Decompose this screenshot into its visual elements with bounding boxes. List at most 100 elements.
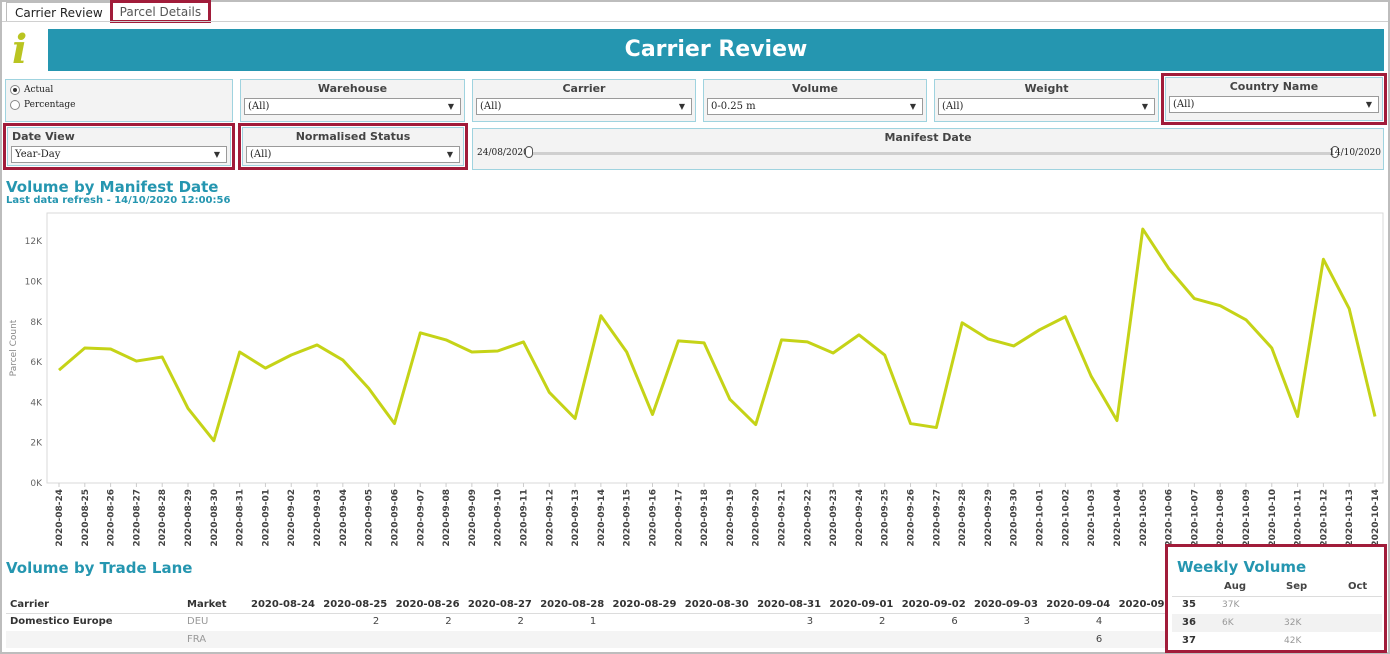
carrier-dropdown[interactable]: (All) ▼ [476,98,692,115]
radio-actual-icon[interactable] [10,85,20,95]
x-tick-label: 2020-09-19 [726,489,736,547]
x-tick-label: 2020-10-02 [1061,489,1071,547]
x-tick-label: 2020-10-03 [1087,489,1097,547]
table-column-header: 2020-09-05 [1118,599,1166,610]
y-tick-label: 0K [30,479,43,489]
warehouse-filter-label: Warehouse [317,82,388,95]
x-tick-label: 2020-08-26 [107,489,117,547]
y-tick-label: 4K [30,398,43,408]
y-tick-label: 8K [30,318,43,328]
x-tick-label: 2020-08-28 [158,489,168,547]
x-tick-label: 2020-10-11 [1294,489,1304,547]
warehouse-dropdown-value: (All) [248,101,270,112]
country-name-filter: Country Name (All) ▼ [1161,73,1387,125]
y-axis-label: Parcel Count [9,319,19,376]
tab-carrier-review[interactable]: Carrier Review [6,2,112,21]
x-tick-label: 2020-09-13 [571,489,581,547]
x-tick-label: 2020-09-30 [1010,489,1020,547]
manifest-date-start-handle[interactable] [525,146,533,158]
series-line [58,227,1377,443]
weekly-row: 35 37K [1172,596,1382,614]
tab-divider [2,21,1388,22]
date-view-filter-label: Date View [12,130,75,143]
chart-subtitle: Last data refresh - 14/10/2020 12:00:56 [6,195,231,206]
chevron-down-icon[interactable]: ▼ [909,102,916,111]
chevron-down-icon[interactable]: ▼ [1141,102,1148,111]
country-name-dropdown[interactable]: (All) ▼ [1169,96,1379,113]
chevron-down-icon[interactable]: ▼ [447,102,454,111]
radio-percentage[interactable]: Percentage [10,98,232,112]
weekly-value: 42K [1284,636,1302,646]
weight-dropdown[interactable]: (All) ▼ [938,98,1155,115]
x-tick-label: 2020-09-03 [313,489,323,547]
volume-filter: Volume 0-0.25 m ▼ [703,79,927,122]
normalised-status-dropdown[interactable]: (All) ▼ [246,146,460,163]
info-icon[interactable]: i [12,26,28,73]
country-name-filter-label: Country Name [1229,80,1319,93]
chevron-down-icon[interactable]: ▼ [1365,100,1372,109]
x-tick-label: 2020-09-02 [287,489,297,547]
x-tick-label: 2020-08-30 [210,489,220,547]
x-tick-label: 2020-10-06 [1165,489,1175,547]
x-tick-label: 2020-09-18 [700,489,710,547]
x-tick-label: 2020-09-17 [674,489,684,547]
weekly-volume-title: Weekly Volume [1177,558,1307,576]
chevron-down-icon[interactable]: ▼ [213,150,220,159]
table-column-header: Carrier [10,599,50,610]
x-tick-label: 2020-09-26 [907,489,917,547]
date-view-dropdown-value: Year-Day [15,149,61,160]
x-tick-label: 2020-10-08 [1216,489,1226,547]
x-tick-label: 2020-09-14 [597,489,607,547]
x-tick-label: 2020-10-13 [1345,489,1355,547]
normalised-status-filter-label: Normalised Status [295,130,411,143]
x-tick-label: 2020-09-10 [494,489,504,547]
table-column-header: 2020-08-24 [251,599,315,610]
table-cell-value: 3 [806,616,814,627]
table-cell-value: 2 [879,616,886,627]
weekly-week-number: 36 [1182,617,1196,628]
chevron-down-icon[interactable]: ▼ [678,102,685,111]
carrier-filter-label: Carrier [562,82,606,95]
page-title: Carrier Review [48,29,1384,71]
carrier-filter: Carrier (All) ▼ [472,79,696,122]
table-column-header: 2020-08-27 [467,599,532,610]
volume-line-chart[interactable]: 0K 2K 4K 6K 8K 10K 12K Parcel Count 2020-08-24 20… [0,205,1390,550]
table-cell-market: DEU [187,616,209,627]
x-tick-label: 2020-09-16 [648,489,658,547]
x-tick-label: 2020-10-07 [1190,489,1200,547]
date-view-dropdown[interactable]: Year-Day ▼ [11,146,227,163]
y-tick-label: 12K [25,237,43,247]
x-tick-label: 2020-10-04 [1113,489,1123,547]
table-cell-value: 4 [1095,616,1103,627]
x-tick-label: 2020-08-24 [55,489,65,547]
weekly-volume-panel: Weekly Volume Aug Sep Oct 35 37K 36 6K 32K 37 42K [1165,544,1387,653]
chart-title: Volume by Manifest Date [6,178,219,196]
table-cell-carrier: Domestico Europe [10,616,113,627]
chevron-down-icon[interactable]: ▼ [446,150,453,159]
x-tick-label: 2020-09-21 [778,489,788,547]
normalised-status-filter: Normalised Status (All) ▼ [238,123,468,170]
manifest-date-end-handle[interactable] [1331,146,1339,158]
table-cell-value: 6 [1095,634,1103,645]
weight-filter-label: Weight [1024,82,1069,95]
weekly-row: 37 42K [1172,632,1382,650]
manifest-date-filter: Manifest Date 24/08/2020 14/10/2020 [472,128,1384,170]
warehouse-dropdown[interactable]: (All) ▼ [244,98,461,115]
country-name-dropdown-value: (All) [1173,99,1195,110]
x-tick-label: 2020-09-12 [545,489,555,547]
x-tick-label: 2020-09-27 [932,489,942,547]
x-tick-label: 2020-09-04 [339,489,349,547]
radio-actual-label: Actual [24,85,54,95]
volume-dropdown[interactable]: 0-0.25 m ▼ [707,98,923,115]
weekly-month-header: Aug [1224,581,1247,592]
table-cell-value: 6 [951,616,958,627]
tab-parcel-details[interactable]: Parcel Details [109,0,212,23]
radio-actual[interactable]: Actual [10,83,232,97]
radio-percentage-icon[interactable] [10,100,20,110]
manifest-date-slider-track[interactable] [529,152,1333,155]
weekly-month-header: Oct [1348,581,1368,592]
volume-dropdown-value: 0-0.25 m [711,101,756,112]
table-column-header: 2020-09-04 [1046,599,1111,610]
x-tick-label: 2020-09-07 [416,489,426,547]
